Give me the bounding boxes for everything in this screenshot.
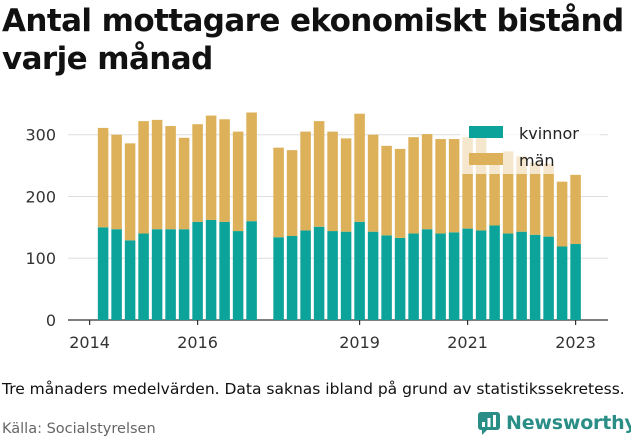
- bar-kvinnor: [246, 221, 257, 320]
- bar-kvinnor: [462, 228, 473, 320]
- chart-title: Antal mottagare ekonomiskt bistånd varje…: [2, 3, 624, 77]
- bar-man: [232, 131, 244, 232]
- brand-logo[interactable]: Newsworthy: [477, 411, 631, 435]
- bar-man: [165, 126, 176, 230]
- bar-kvinnor: [502, 233, 514, 320]
- bar-man: [570, 174, 581, 245]
- bar-man: [340, 138, 352, 232]
- bar-kvinnor: [300, 230, 311, 320]
- bar-kvinnor: [394, 237, 406, 320]
- x-tick-label: 2019: [339, 333, 380, 352]
- bar-man: [502, 151, 514, 234]
- bar-kvinnor: [408, 233, 419, 320]
- legend-swatch-man: [469, 153, 503, 165]
- bar-man: [327, 131, 338, 232]
- y-tick-label: 0: [46, 311, 56, 330]
- bar-kvinnor: [367, 231, 379, 320]
- bar-kvinnor: [570, 244, 581, 320]
- bar-man: [448, 139, 460, 233]
- bar-kvinnor: [192, 221, 203, 320]
- bar-man: [97, 127, 109, 228]
- bar-kvinnor: [556, 246, 568, 320]
- bar-man: [489, 155, 500, 226]
- bar-man: [556, 181, 568, 247]
- bar-kvinnor: [354, 221, 365, 320]
- legend-label-man: män: [519, 151, 555, 170]
- x-tick-label: 2016: [177, 333, 218, 352]
- bar-man: [435, 139, 446, 234]
- bar-kvinnor: [529, 234, 541, 320]
- bar-kvinnor: [475, 230, 487, 320]
- legend: kvinnor män: [460, 116, 600, 174]
- bar-man: [516, 156, 527, 232]
- bar-man: [151, 119, 163, 230]
- bar-kvinnor: [165, 229, 176, 320]
- bar-man: [111, 134, 122, 230]
- bar-kvinnor: [124, 240, 136, 320]
- bar-man: [286, 150, 298, 236]
- bar-kvinnor: [543, 236, 554, 320]
- bar-kvinnor: [516, 231, 527, 320]
- bar-man: [178, 137, 190, 230]
- bar-kvinnor: [381, 235, 392, 320]
- bar-man: [192, 124, 203, 222]
- bar-kvinnor: [286, 236, 298, 320]
- bar-man: [462, 137, 473, 229]
- bar-man: [394, 148, 406, 238]
- bar-man: [138, 121, 149, 234]
- bar-man: [273, 147, 284, 238]
- x-axis: 2014 2016 2019 2021 2023: [68, 319, 608, 352]
- y-tick-label: 200: [25, 187, 56, 206]
- chart-note: Tre månaders medelvärden. Data saknas ib…: [2, 380, 625, 398]
- bar-kvinnor: [205, 219, 217, 320]
- x-tick-label: 2023: [555, 333, 596, 352]
- bar-kvinnor: [138, 233, 149, 320]
- bar-man: [421, 134, 433, 230]
- bar-man: [219, 119, 230, 222]
- bar-kvinnor: [111, 229, 122, 320]
- bar-kvinnor: [327, 231, 338, 320]
- bars: [97, 112, 581, 320]
- bar-kvinnor: [435, 233, 446, 320]
- bar-man: [543, 163, 554, 237]
- bar-kvinnor: [313, 226, 325, 320]
- bar-man: [205, 115, 217, 220]
- x-tick-label: 2014: [69, 333, 110, 352]
- chart-source: Källa: Socialstyrelsen: [2, 421, 156, 437]
- bar-kvinnor: [178, 229, 190, 320]
- bar-man: [124, 143, 136, 241]
- legend-swatch-kvinnor: [469, 126, 503, 138]
- bar-man: [381, 145, 392, 236]
- brand-name: Newsworthy: [506, 412, 631, 434]
- bar-man: [408, 137, 419, 234]
- bar-man: [475, 136, 487, 231]
- x-tick-label: 2021: [447, 333, 488, 352]
- bar-kvinnor: [97, 227, 109, 320]
- y-axis-labels: 0 100 200 300: [25, 126, 56, 330]
- newsworthy-logo-icon: [478, 412, 500, 435]
- bar-kvinnor: [219, 221, 230, 320]
- legend-label-kvinnor: kvinnor: [519, 124, 579, 143]
- bar-man: [367, 134, 379, 232]
- bar-kvinnor: [489, 225, 500, 320]
- bar-kvinnor: [340, 231, 352, 320]
- bar-kvinnor: [151, 229, 163, 320]
- bar-kvinnor: [421, 229, 433, 320]
- bar-man: [246, 112, 257, 222]
- bar-man: [529, 162, 541, 235]
- bar-man: [300, 131, 311, 231]
- bar-kvinnor: [273, 237, 284, 320]
- y-tick-label: 300: [25, 126, 56, 145]
- bar-kvinnor: [232, 231, 244, 320]
- y-tick-label: 100: [25, 249, 56, 268]
- bar-kvinnor: [448, 232, 460, 320]
- bar-man: [313, 121, 325, 227]
- bar-man: [354, 113, 365, 222]
